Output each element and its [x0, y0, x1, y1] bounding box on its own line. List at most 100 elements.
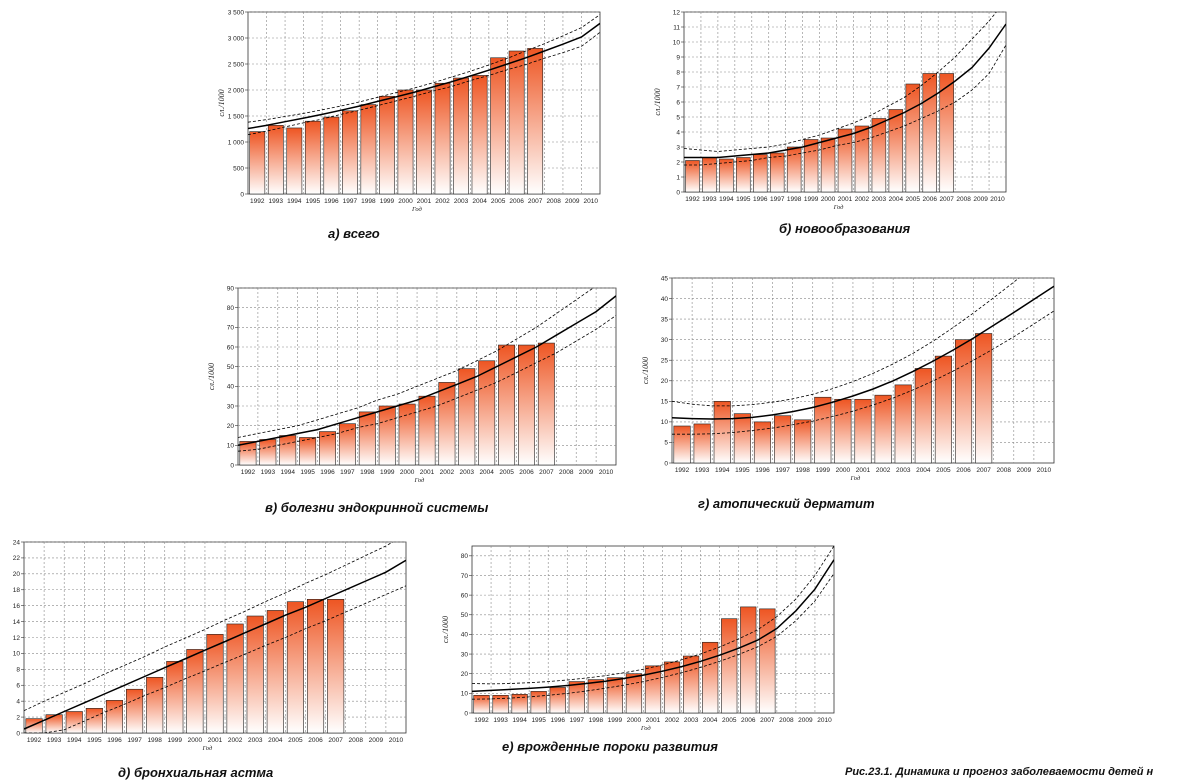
- x-tick-label: 2004: [703, 717, 718, 724]
- x-tick-label: 2000: [821, 196, 836, 203]
- x-tick-label: 1997: [127, 737, 142, 744]
- chart-v-svg: 0 10 20 30 40 50 60 70 80 90 1992 1993 1994 1995 1996 1…: [207, 285, 617, 484]
- bar: [266, 610, 284, 734]
- bar: [319, 431, 336, 466]
- bar: [814, 396, 832, 464]
- y-tick-label: 10: [673, 39, 681, 46]
- x-tick-label: 2007: [976, 467, 991, 474]
- x-tick-label: 2008: [349, 737, 364, 744]
- caption-a: а) всего: [328, 226, 380, 241]
- x-tick-label: 1998: [147, 737, 162, 744]
- y-tick-label: 0: [464, 710, 468, 717]
- x-axis-label: Год: [833, 204, 845, 211]
- x-tick-label: 1992: [27, 737, 42, 744]
- y-tick-label: 6: [16, 683, 20, 690]
- x-tick-label: 2003: [454, 198, 469, 205]
- confidence-lower-line: [24, 585, 406, 733]
- bar: [905, 83, 921, 193]
- bar: [327, 598, 345, 734]
- bar: [740, 606, 757, 714]
- bar: [341, 110, 358, 195]
- bar: [206, 634, 224, 734]
- caption-d: д) бронхиальная астма: [118, 765, 274, 780]
- x-tick-label: 2008: [997, 467, 1012, 474]
- x-tick-label: 2009: [369, 737, 384, 744]
- y-tick-label: 2 000: [228, 87, 245, 94]
- bar: [527, 48, 544, 195]
- x-tick-label: 2010: [584, 198, 599, 205]
- y-tick-label: 20: [13, 571, 21, 578]
- x-tick-label: 2007: [760, 717, 775, 724]
- bar: [279, 435, 297, 466]
- bar: [786, 146, 802, 193]
- bar: [85, 708, 103, 734]
- bar: [323, 116, 340, 195]
- x-tick-label: 2007: [528, 198, 543, 205]
- y-tick-label: 1: [676, 174, 680, 181]
- x-tick-label: 1997: [770, 196, 785, 203]
- bar: [702, 641, 719, 714]
- bar: [854, 125, 870, 193]
- caption-e: е) врожденные пороки развития: [502, 739, 718, 754]
- x-tick-label: 1994: [287, 198, 302, 205]
- x-tick-label: 2002: [228, 737, 243, 744]
- bar: [166, 661, 184, 734]
- bar: [304, 120, 321, 195]
- bar: [398, 403, 416, 466]
- y-tick-label: 60: [227, 344, 235, 351]
- x-tick-label: 1999: [168, 737, 183, 744]
- bar: [934, 355, 952, 464]
- bar: [702, 157, 717, 193]
- trend-line: [684, 23, 1006, 159]
- x-tick-label: 2002: [665, 717, 680, 724]
- chart-panel-d: 0 2 4 6 8 10 12 14 16 18 20 22 24 1992 1993 1994 1995 199…: [0, 538, 408, 752]
- y-tick-label: 3 500: [228, 9, 245, 16]
- bar: [226, 623, 244, 734]
- bar: [682, 655, 700, 714]
- y-tick-label: 3: [676, 144, 680, 151]
- caption-b: б) новообразования: [779, 221, 911, 236]
- trend-line: [24, 559, 406, 730]
- bar: [537, 342, 555, 466]
- bar: [834, 398, 852, 464]
- x-tick-label: 1999: [608, 717, 623, 724]
- chart-panel-e: 0 10 20 30 40 50 60 70 80 1992 1993 1994 1995 1996 199…: [441, 538, 838, 732]
- bar: [518, 344, 535, 466]
- x-tick-label: 1999: [804, 196, 819, 203]
- x-tick-label: 2009: [1017, 467, 1032, 474]
- bar: [530, 691, 547, 714]
- x-tick-label: 1992: [685, 196, 700, 203]
- x-tick-label: 1994: [512, 717, 527, 724]
- bar: [358, 411, 376, 466]
- bar: [453, 77, 469, 195]
- bar: [587, 679, 604, 714]
- x-tick-label: 1995: [300, 469, 315, 476]
- y-tick-label: 6: [676, 99, 680, 106]
- y-tick-label: 10: [461, 691, 469, 698]
- bar: [299, 437, 317, 466]
- caption-v: в) болезни эндокринной системы: [265, 500, 489, 515]
- y-tick-label: 5: [676, 114, 680, 121]
- confidence-lower-line: [684, 44, 1006, 166]
- bar: [774, 415, 792, 464]
- y-tick-label: 3 000: [228, 35, 245, 42]
- bar: [837, 128, 853, 193]
- y-tick-label: 70: [227, 325, 235, 332]
- y-axis-label: сл./1000: [0, 624, 2, 651]
- y-axis-label: сл./1000: [217, 89, 226, 116]
- bar: [146, 676, 164, 734]
- bar: [338, 423, 356, 466]
- x-tick-label: 1992: [675, 467, 690, 474]
- x-tick-label: 2000: [188, 737, 203, 744]
- x-tick-label: 1996: [551, 717, 566, 724]
- x-tick-label: 1998: [589, 717, 604, 724]
- bar: [246, 615, 264, 734]
- y-tick-label: 30: [461, 651, 469, 658]
- bar: [25, 718, 43, 734]
- x-tick-label: 2005: [288, 737, 303, 744]
- x-tick-label: 1996: [320, 469, 335, 476]
- x-tick-label: 2001: [417, 198, 432, 205]
- bar: [719, 158, 734, 193]
- x-tick-label: 2009: [798, 717, 813, 724]
